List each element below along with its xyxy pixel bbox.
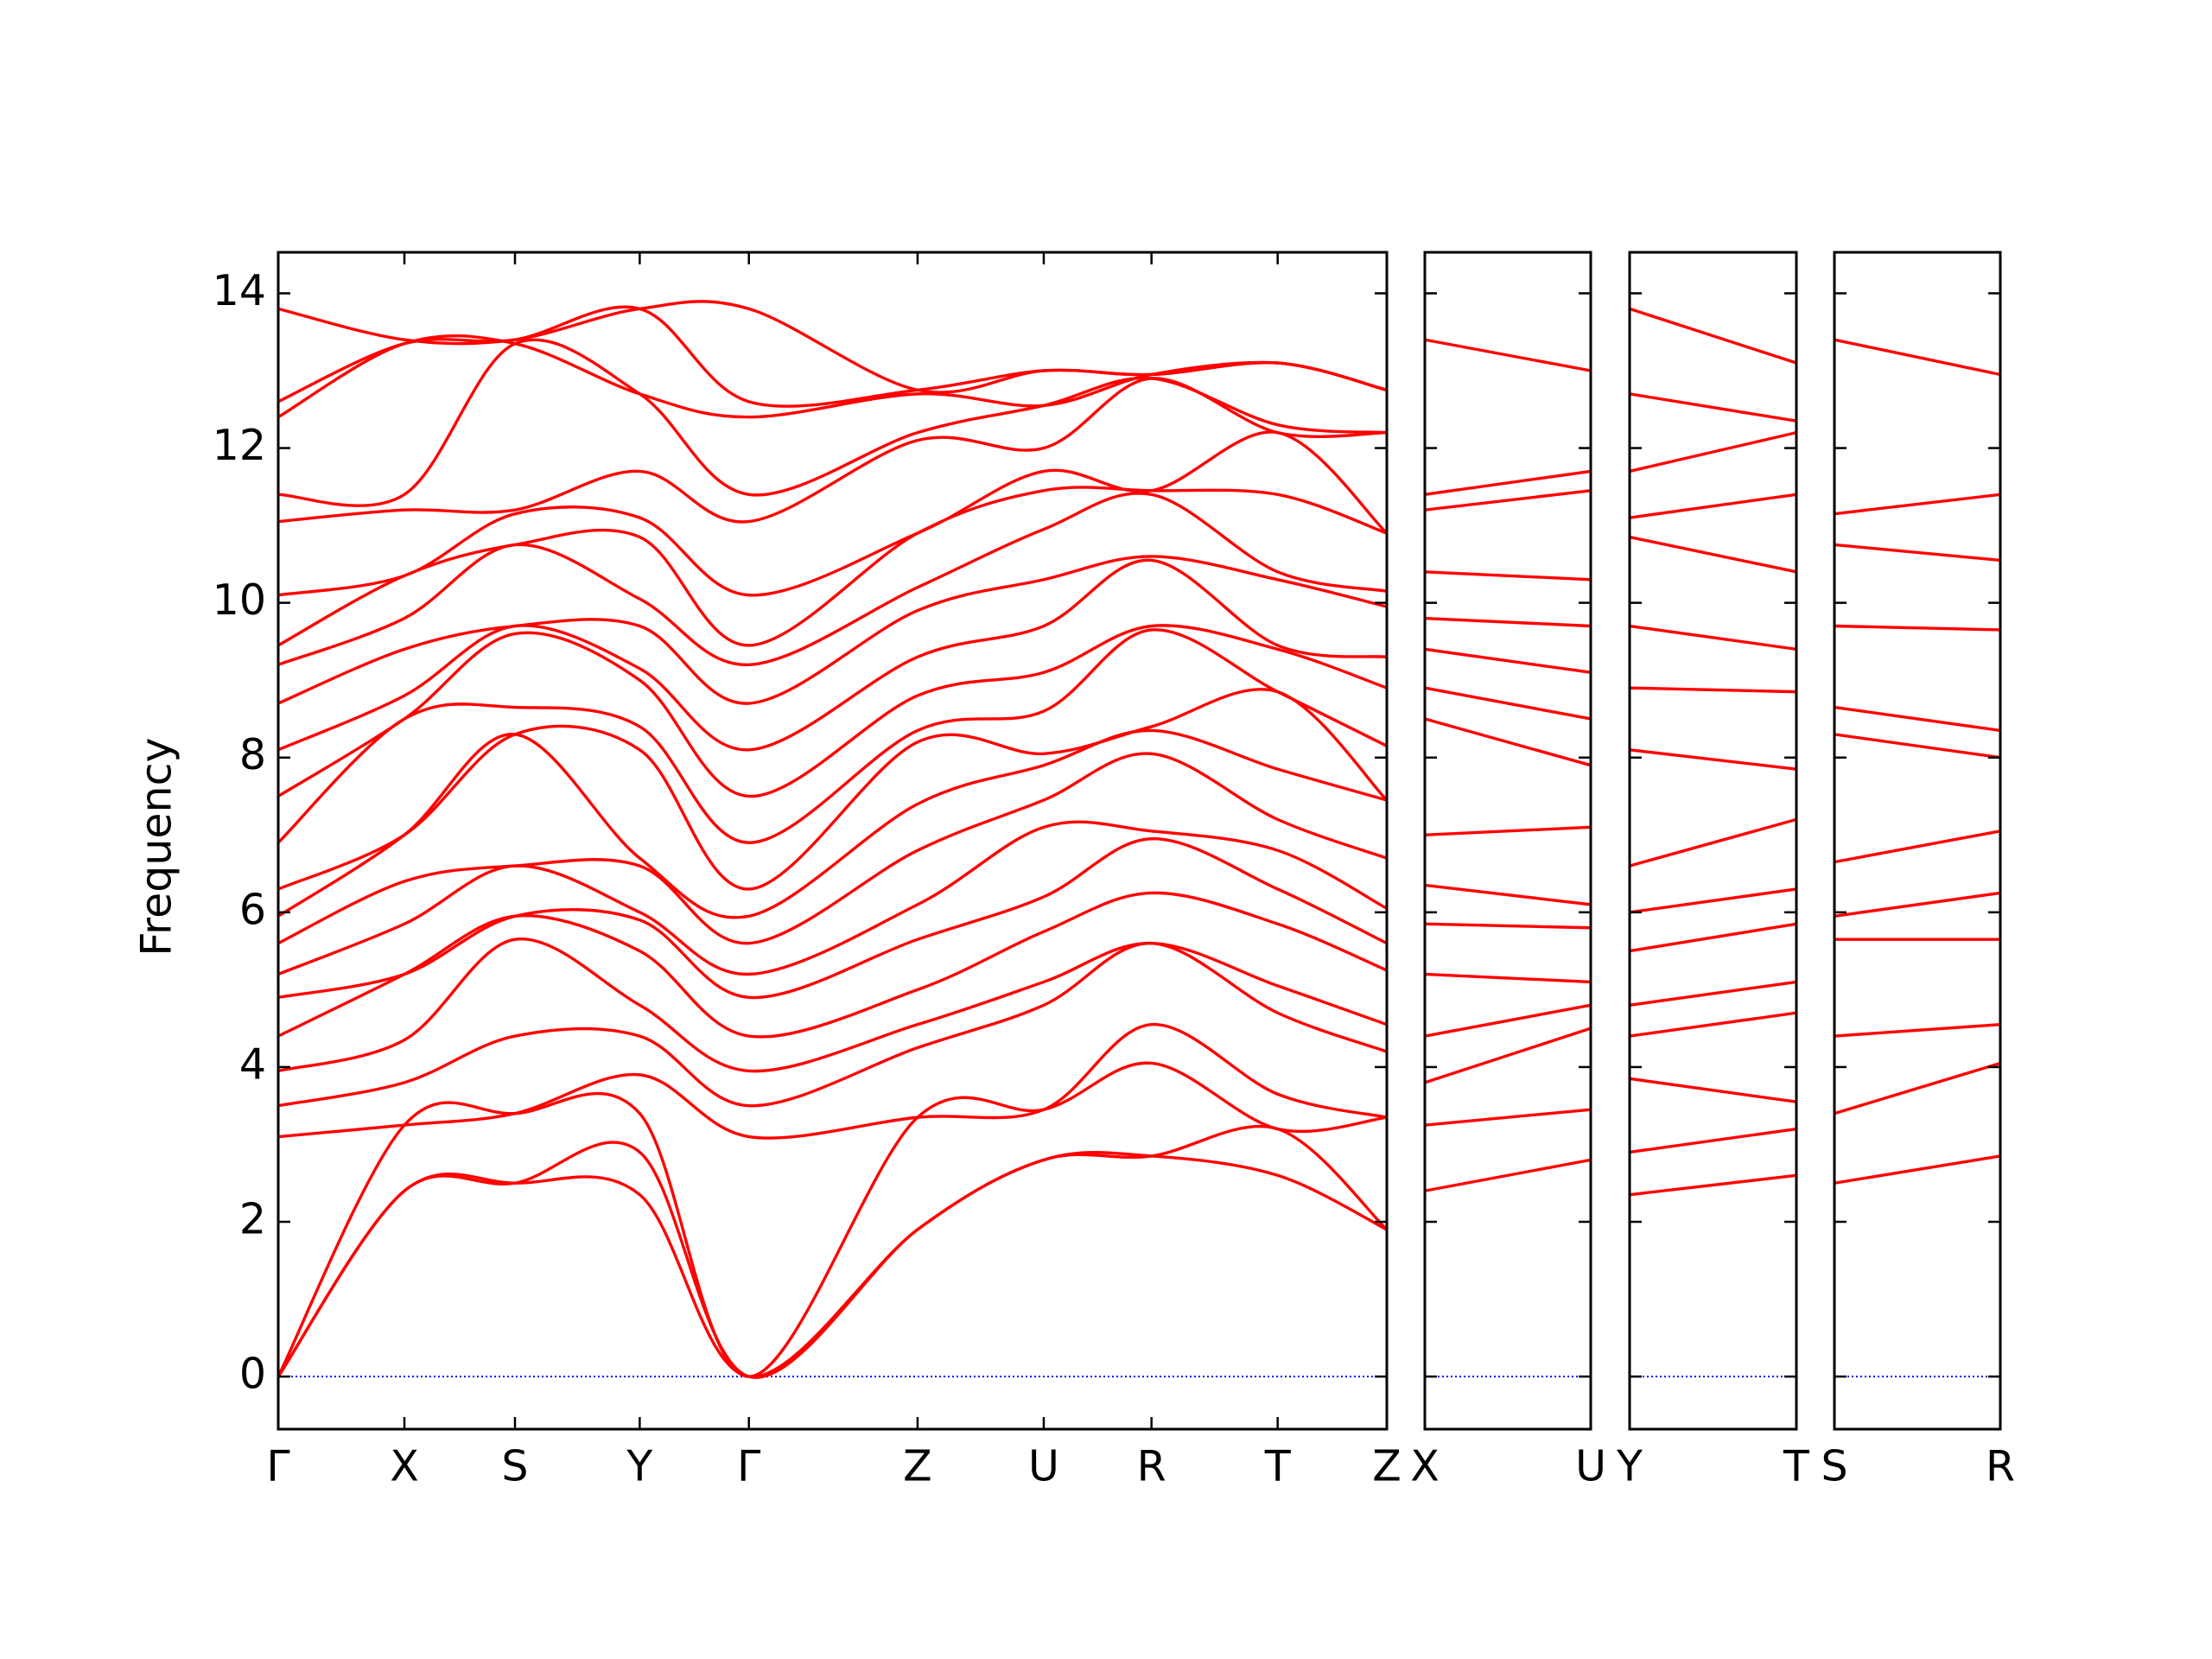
- band-line: [1424, 616, 1592, 628]
- band-line: [277, 941, 1388, 1108]
- band-line: [277, 624, 1388, 798]
- band-line: [1424, 469, 1592, 496]
- y-axis-label: Frequency: [132, 737, 181, 956]
- band-line: [1834, 493, 2001, 516]
- plot-frame: [276, 251, 1389, 1431]
- band-line: [1629, 887, 1797, 914]
- band-line: [277, 891, 1388, 1039]
- band-line: [1834, 830, 2001, 864]
- band-line: [277, 688, 1389, 891]
- band-line: [277, 752, 1388, 945]
- band-line: [1424, 1158, 1592, 1192]
- band-line: [1834, 1154, 2001, 1185]
- band-line: [1424, 1027, 1592, 1084]
- band-line: [1629, 1127, 1797, 1154]
- y-tick-label: 0: [239, 1350, 266, 1399]
- band-line: [1424, 883, 1592, 906]
- x-tick-label: R: [1137, 1442, 1166, 1491]
- band-line: [1629, 1011, 1797, 1038]
- x-tick-label: Z: [903, 1442, 932, 1491]
- band-line: [1629, 493, 1797, 519]
- band-line: [1629, 1077, 1797, 1103]
- band-line: [277, 300, 1388, 394]
- band-line: [277, 486, 1388, 647]
- band-line: [1834, 705, 2001, 733]
- band-line: [277, 338, 1388, 507]
- band-line: [277, 820, 1388, 976]
- band-line: [277, 492, 1388, 666]
- band-line: [1834, 1022, 2001, 1038]
- band-line: [277, 555, 1388, 705]
- band-line: [1424, 489, 1592, 512]
- x-tick-label: U: [1575, 1442, 1606, 1491]
- band-line: [277, 837, 1388, 1000]
- x-tick-label: Γ: [266, 1442, 290, 1491]
- band-line: [277, 1022, 1388, 1140]
- y-tick-label: 6: [239, 885, 266, 934]
- x-tick-label: Y: [626, 1442, 653, 1491]
- x-tick-label: R: [1986, 1442, 2015, 1491]
- y-tick-label: 8: [239, 730, 266, 779]
- plot-frame: [1423, 251, 1592, 1431]
- band-line: [1629, 686, 1797, 694]
- band-line: [277, 430, 1389, 597]
- y-tick-label: 12: [213, 421, 266, 470]
- band-line: [277, 305, 1388, 408]
- band-line: [1424, 972, 1592, 984]
- x-tick-label: X: [1410, 1442, 1440, 1491]
- band-line: [1424, 717, 1592, 767]
- band-line: [1424, 1108, 1592, 1127]
- band-line: [1629, 817, 1797, 868]
- band-line: [1424, 570, 1592, 582]
- x-tick-label: S: [501, 1442, 528, 1491]
- band-line: [1629, 430, 1797, 474]
- band-line: [1424, 1003, 1592, 1038]
- x-tick-label: T: [1264, 1442, 1292, 1491]
- y-tick-label: 2: [239, 1195, 266, 1244]
- x-tick-label: U: [1028, 1442, 1059, 1491]
- band-line: [1424, 922, 1592, 930]
- band-line: [1834, 891, 2001, 918]
- band-line: [276, 1061, 1388, 1378]
- y-tick-label: 14: [213, 266, 266, 315]
- band-line: [277, 377, 1388, 524]
- x-tick-label: T: [1783, 1442, 1810, 1491]
- band-line: [1834, 543, 2001, 563]
- band-line: [276, 1124, 1389, 1379]
- band-line: [1424, 686, 1592, 721]
- plot-frame: [1628, 251, 1798, 1431]
- x-tick-label: Γ: [737, 1442, 761, 1491]
- band-line: [1629, 535, 1797, 574]
- band-line: [277, 558, 1388, 752]
- band-line: [1629, 392, 1797, 423]
- band-line: [1424, 338, 1592, 372]
- band-line: [1629, 624, 1797, 652]
- y-tick-label: 10: [213, 575, 266, 625]
- x-tick-label: S: [1821, 1442, 1847, 1491]
- band-line: [1834, 1061, 2001, 1116]
- band-line: [277, 728, 1388, 919]
- band-line: [1424, 825, 1592, 836]
- band-line: [1629, 980, 1797, 1007]
- band-line: [277, 937, 1388, 1073]
- band-line: [1424, 647, 1592, 674]
- x-tick-label: Z: [1372, 1442, 1402, 1491]
- band-line: [277, 334, 1388, 419]
- band-line: [1629, 1173, 1797, 1197]
- band-line: [1834, 733, 2001, 760]
- band-line: [276, 628, 1388, 844]
- band-line: [1629, 922, 1797, 953]
- x-tick-label: Y: [1616, 1442, 1643, 1491]
- band-line: [1629, 307, 1797, 365]
- x-tick-label: X: [390, 1442, 419, 1491]
- plot-frame: [1833, 251, 2002, 1431]
- band-line: [1834, 338, 2001, 377]
- band-line: [1629, 748, 1797, 771]
- band-line: [1834, 624, 2001, 632]
- y-tick-label: 4: [239, 1039, 266, 1089]
